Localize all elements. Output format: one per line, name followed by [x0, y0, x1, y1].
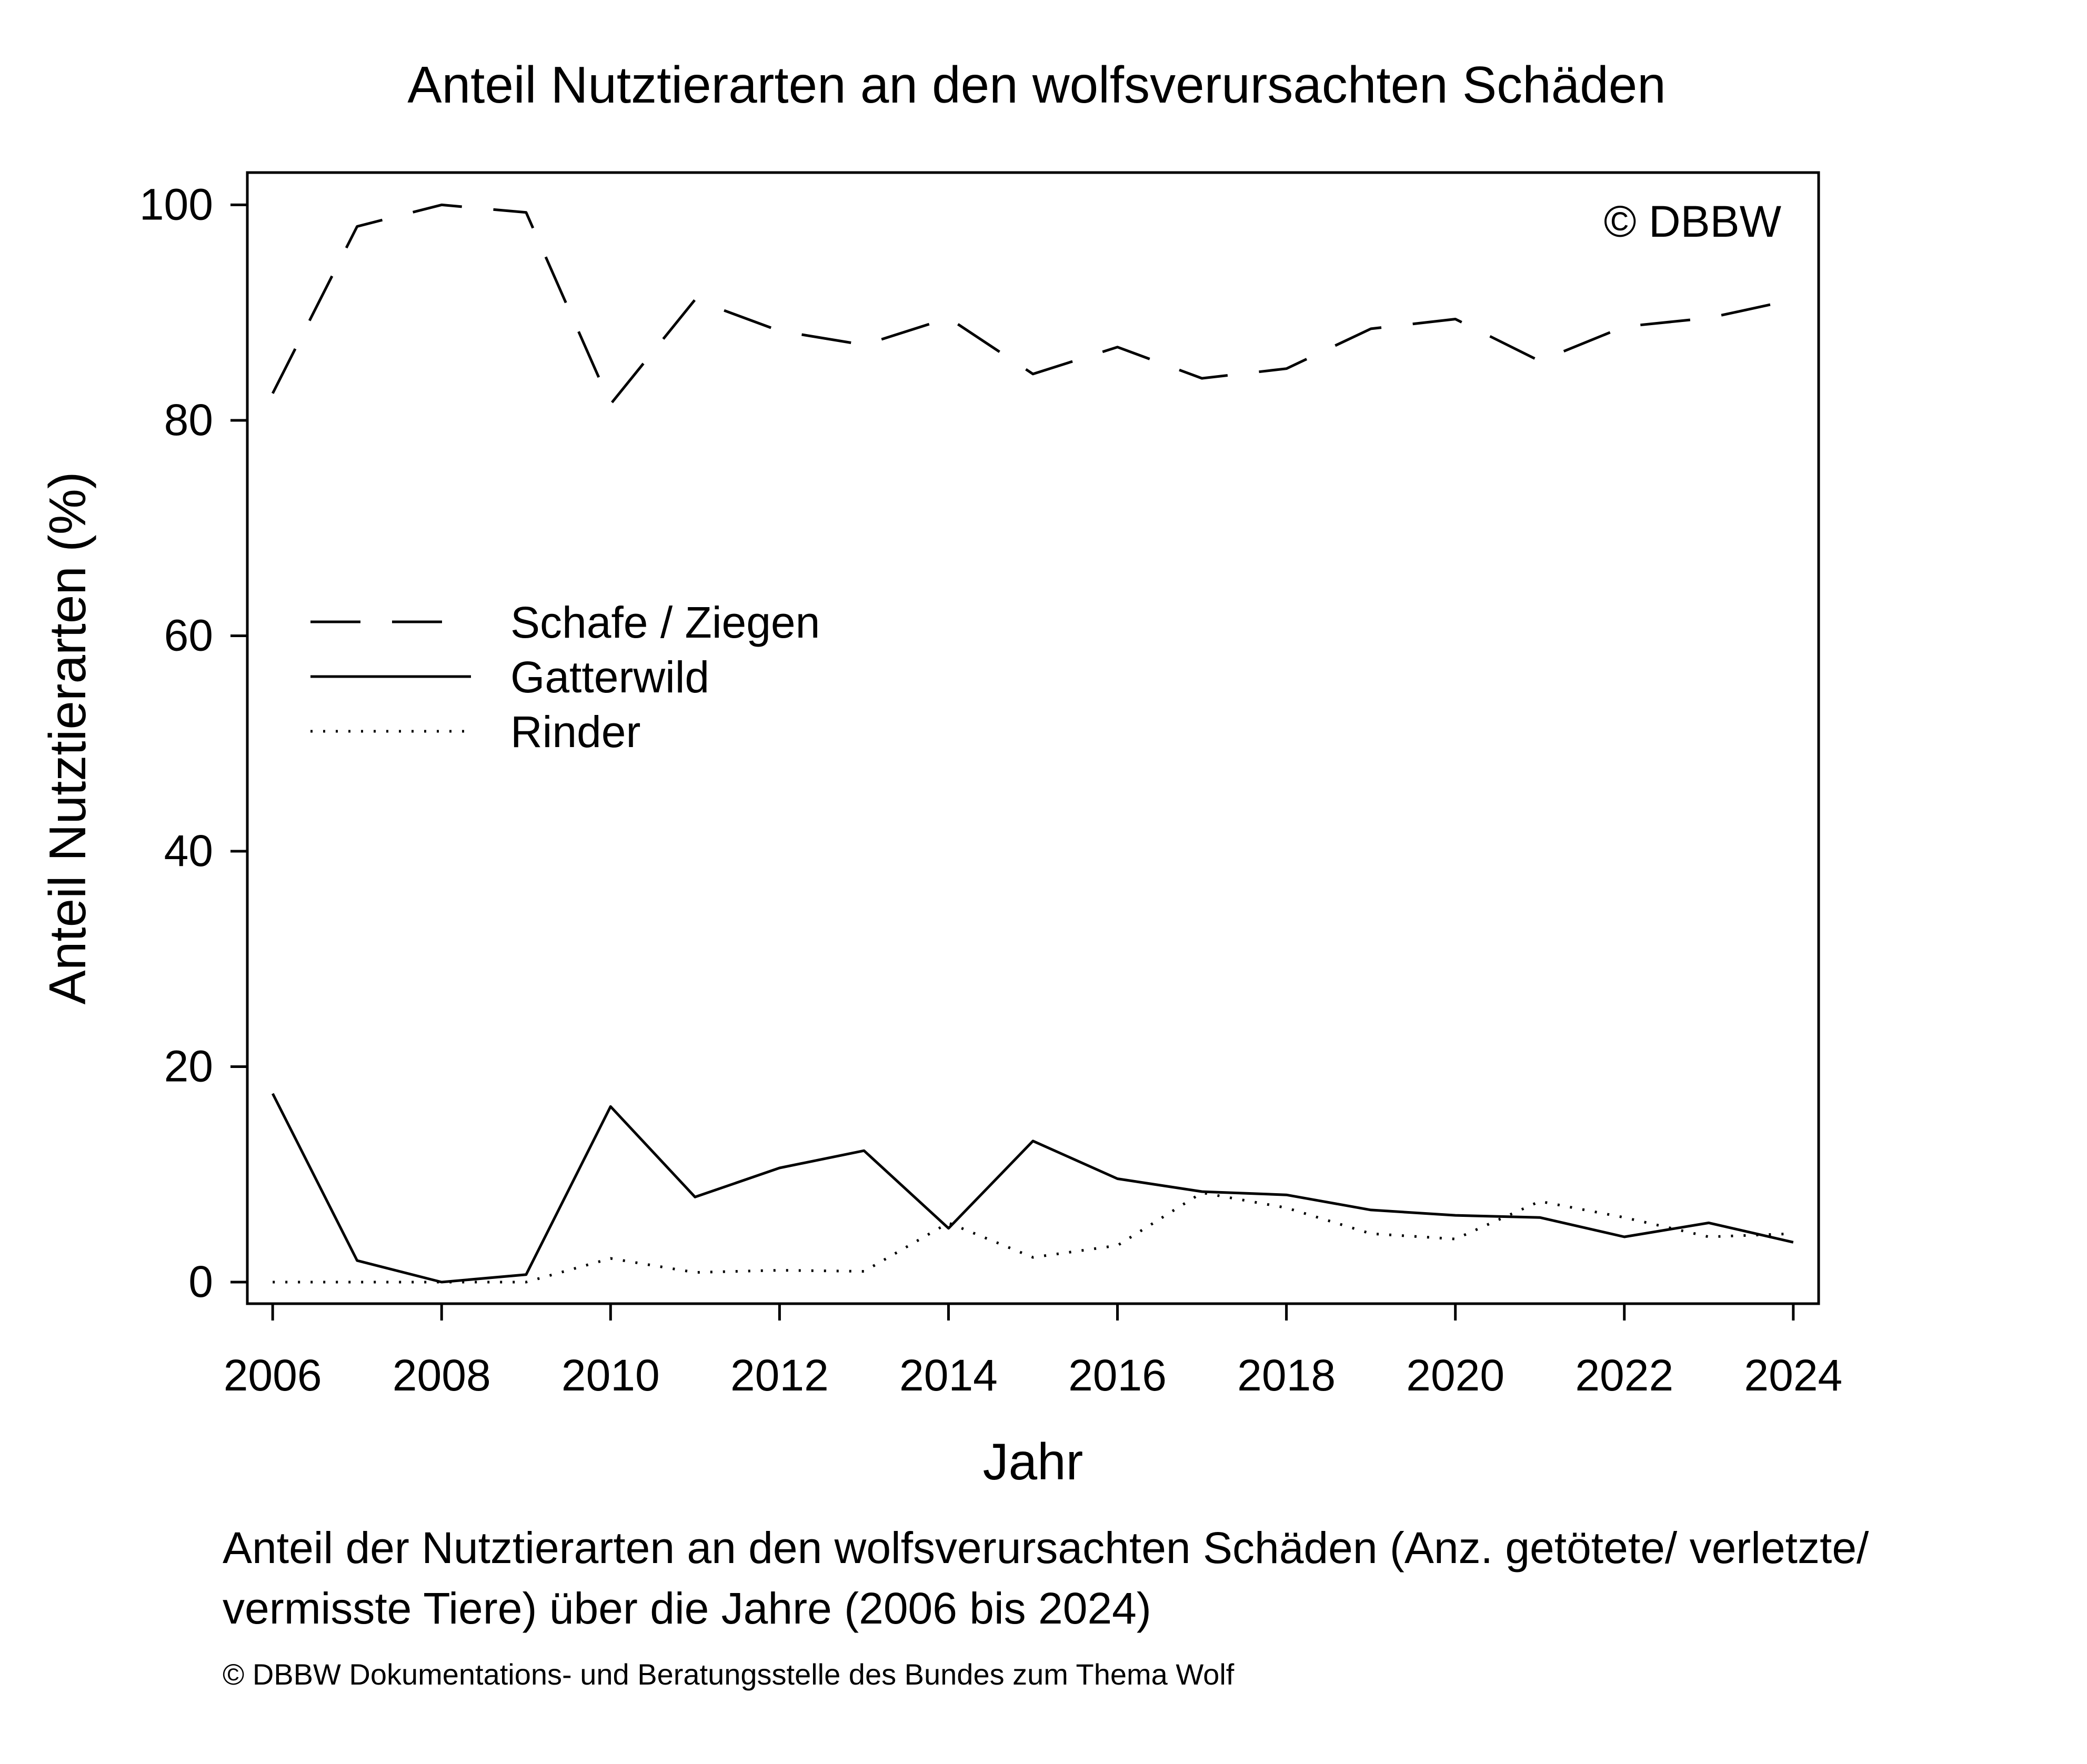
x-axis-label: Jahr [983, 1433, 1083, 1490]
copyright-annotation: © DBBW [1604, 197, 1781, 246]
chart-caption: Anteil der Nutztierarten an den wolfsver… [223, 1523, 1869, 1633]
series-line [273, 1191, 1793, 1284]
chart-title: Anteil Nutztierarten an den wolfsverursa… [407, 56, 1665, 114]
legend-label: Gatterwild [510, 652, 709, 702]
x-tick-label: 2014 [899, 1350, 998, 1400]
y-tick-label: 60 [164, 610, 213, 660]
y-axis: 0 20 40 60 80 100 [139, 179, 247, 1306]
series-layer [271, 203, 1794, 1284]
series-line [271, 203, 1794, 406]
y-tick-label: 40 [164, 826, 213, 875]
series-line [271, 1093, 1794, 1284]
x-axis: 2006 2008 2010 2012 2014 2016 2018 2020 2022 2024 [224, 1304, 1842, 1400]
x-tick-label: 2016 [1068, 1350, 1167, 1400]
copyright-notice: © DBBW Dokumentations- und Beratungsstel… [223, 1658, 1235, 1691]
legend-label: Rinder [510, 707, 640, 757]
y-tick-label: 0 [188, 1257, 213, 1306]
x-tick-label: 2006 [224, 1350, 322, 1400]
x-tick-label: 2018 [1237, 1350, 1336, 1400]
x-tick-label: 2012 [730, 1350, 829, 1400]
x-tick-label: 2024 [1744, 1350, 1842, 1400]
plot-frame [246, 171, 1820, 1305]
legend-label: Schafe / Ziegen [510, 598, 820, 647]
y-axis-label: Anteil Nutztierarten (%) [38, 471, 96, 1004]
x-tick-label: 2010 [561, 1350, 660, 1400]
y-tick-label: 20 [164, 1042, 213, 1091]
x-tick-label: 2008 [393, 1350, 491, 1400]
y-tick-label: 80 [164, 395, 213, 445]
y-tick-label: 100 [139, 179, 213, 229]
line-chart: Anteil Nutztierarten an den wolfsverursa… [38, 56, 1842, 1490]
x-tick-label: 2020 [1406, 1350, 1504, 1400]
x-tick-label: 2022 [1575, 1350, 1673, 1400]
